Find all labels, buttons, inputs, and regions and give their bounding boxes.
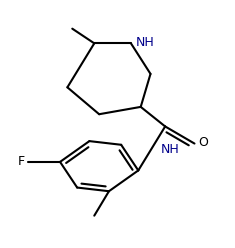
Text: NH: NH	[160, 143, 179, 156]
Text: O: O	[198, 136, 208, 149]
Text: NH: NH	[136, 36, 155, 49]
Text: F: F	[17, 155, 25, 168]
